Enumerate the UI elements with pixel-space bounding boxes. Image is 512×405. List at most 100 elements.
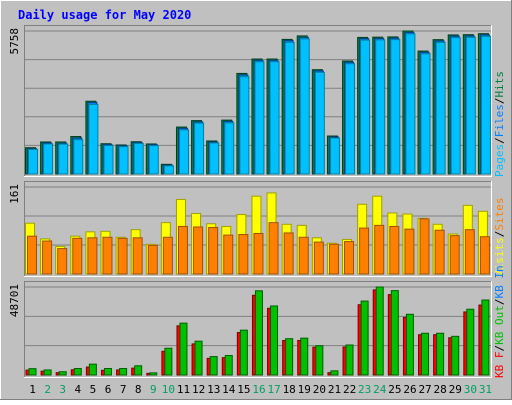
bar-sites — [223, 234, 234, 275]
bar-kb-out — [149, 372, 158, 376]
x-tick-label: 8 — [135, 383, 142, 396]
legend-entry: KB Out — [493, 305, 506, 345]
bar-kb-out — [28, 368, 37, 376]
bar-pages — [88, 103, 99, 175]
bar-kb-out — [224, 354, 233, 376]
bar-sites — [208, 227, 219, 275]
bar-sites — [404, 228, 415, 275]
bar-sites — [177, 225, 188, 275]
x-tick-label: 3 — [59, 383, 66, 396]
bar-pages — [435, 41, 446, 175]
bar-pages — [480, 35, 491, 175]
bar-kb-out — [134, 365, 143, 376]
bar-sites — [419, 218, 430, 275]
bar-sites — [298, 236, 309, 275]
x-tick-label: 21 — [328, 383, 341, 396]
bar-kb-out — [164, 347, 173, 376]
x-tick-label: 15 — [237, 383, 250, 396]
bar-sites — [162, 236, 173, 275]
bar-pages — [390, 39, 401, 175]
bar-sites — [389, 225, 400, 275]
x-tick-label: 30 — [464, 383, 477, 396]
x-tick-label: 27 — [418, 383, 431, 396]
legend-entry: / — [493, 345, 506, 352]
legend-entry: / — [493, 299, 506, 306]
x-tick-label: 25 — [388, 383, 401, 396]
x-tick-label: 17 — [267, 383, 280, 396]
bar-pages — [254, 61, 265, 175]
bar-sites — [87, 237, 98, 275]
x-tick-label: 24 — [373, 383, 387, 396]
legend-entry: Visits — [493, 237, 506, 277]
bar-sites — [102, 236, 113, 275]
legend-entry: Files — [493, 104, 506, 137]
y-max-label: 48701 — [8, 284, 21, 317]
bar-pages — [314, 71, 325, 175]
bar-kb-out — [119, 367, 128, 376]
y-max-label: 5758 — [8, 28, 21, 55]
bar-kb-out — [43, 369, 52, 376]
bar-sites — [132, 237, 143, 275]
bar-pages — [73, 139, 84, 175]
bar-pages — [405, 33, 416, 175]
bar-sites — [359, 227, 370, 275]
x-tick-label: 11 — [177, 383, 190, 396]
bar-kb-out — [375, 286, 384, 376]
bar-pages — [43, 143, 54, 175]
bar-sites — [328, 243, 339, 275]
bar-sites — [147, 244, 158, 275]
legend-kbytes: KB F/KB Out/KB In — [493, 265, 506, 378]
bar-pages — [224, 122, 235, 175]
bar-pages — [360, 39, 371, 175]
x-tick-label: 28 — [434, 383, 447, 396]
bar-kb-out — [88, 363, 97, 376]
bar-kb-out — [405, 313, 414, 376]
bar-sites — [72, 237, 83, 275]
bar-sites — [268, 222, 279, 275]
x-tick-label: 13 — [207, 383, 220, 396]
x-tick-label: 19 — [298, 383, 311, 396]
bar-kb-out — [345, 344, 354, 376]
bar-pages — [118, 146, 129, 175]
bar-pages — [178, 129, 189, 175]
bar-kb-out — [239, 329, 248, 376]
bar-sites — [42, 240, 53, 275]
x-tick-label: 4 — [75, 383, 82, 396]
bar-pages — [375, 39, 386, 175]
bar-pages — [163, 165, 174, 175]
legend-entry: Hits — [493, 71, 506, 98]
bar-sites — [449, 235, 460, 275]
bar-pages — [450, 37, 461, 175]
bar-kb-out — [360, 300, 369, 376]
bar-pages — [299, 38, 310, 175]
bar-sites — [283, 232, 294, 275]
legend-entry: KB F — [493, 352, 506, 379]
bar-pages — [269, 61, 280, 175]
bar-pages — [284, 41, 295, 175]
x-tick-label: 5 — [90, 383, 97, 396]
x-tick-label: 1 — [29, 383, 36, 396]
bar-kb-out — [179, 322, 188, 376]
bar-kb-out — [300, 337, 309, 376]
bar-pages — [465, 36, 476, 175]
bar-pages — [239, 76, 250, 175]
x-tick-label: 22 — [343, 383, 356, 396]
x-tick-label: 14 — [222, 383, 236, 396]
bar-kb-out — [58, 371, 67, 376]
bar-kb-out — [194, 340, 203, 376]
bar-kb-out — [481, 299, 490, 376]
x-tick-label: 23 — [358, 383, 371, 396]
bar-pages — [420, 53, 431, 175]
bar-pages — [148, 145, 159, 175]
bar-pages — [133, 142, 144, 175]
bar-sites — [193, 226, 204, 275]
panels: 5758Pages/Files/Hits161Visits/Sites48701… — [8, 25, 506, 378]
bar-pages — [103, 144, 114, 175]
bar-sites — [464, 229, 475, 275]
x-tick-label: 12 — [192, 383, 205, 396]
x-tick-label: 6 — [105, 383, 112, 396]
bar-sites — [238, 234, 249, 275]
bar-kb-out — [73, 367, 82, 376]
